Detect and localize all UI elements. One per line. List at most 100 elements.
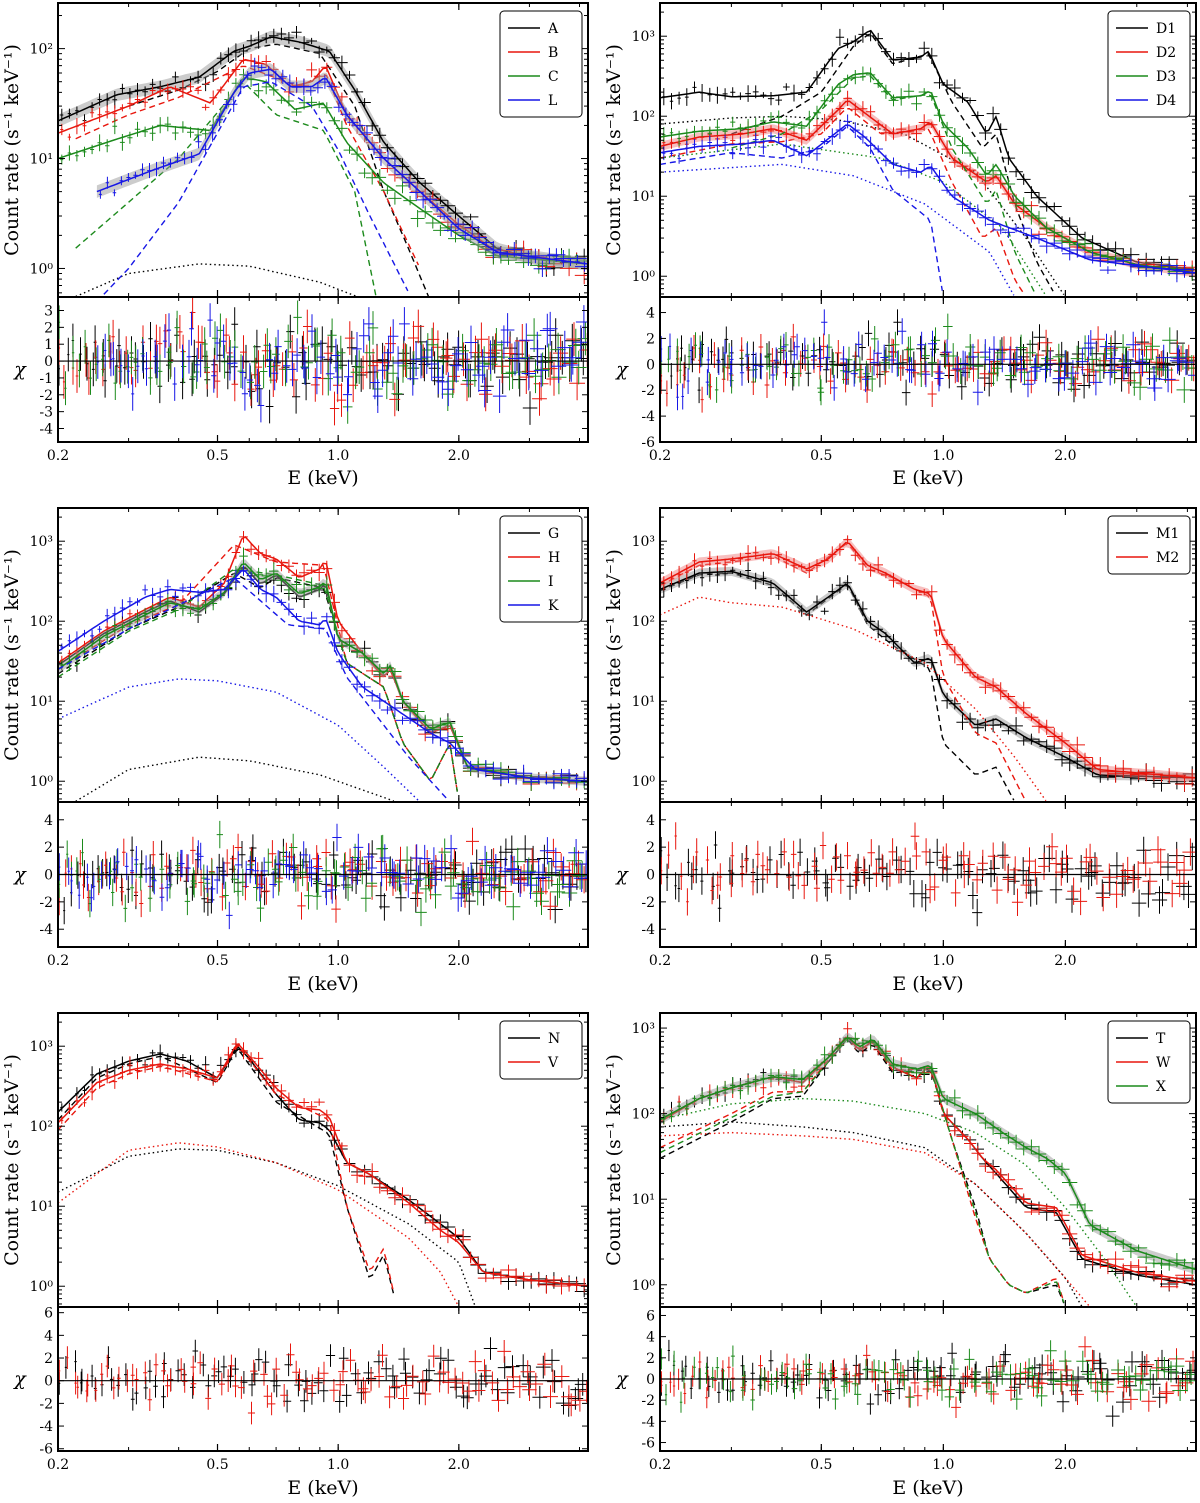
legend-entry-v: V (547, 1055, 559, 1071)
model-component-dotted-a (75, 263, 361, 297)
residual-y-tick-label: -2 (641, 1393, 655, 1409)
residuals-v (58, 1340, 588, 1425)
x-ticks (57, 3, 581, 442)
y-tick-label: 10¹ (632, 1192, 655, 1208)
x-tick-label: 0.5 (206, 448, 228, 464)
data-points-k (60, 565, 588, 790)
residual-y-ticks (660, 312, 1196, 443)
y-tick-label: 10³ (30, 534, 53, 550)
model-uncertainty-band (660, 538, 1196, 783)
legend-box (499, 10, 583, 118)
model-component-dashed-m1 (660, 572, 1015, 801)
series-m2 (660, 535, 1196, 802)
model-line-k (58, 569, 588, 782)
x-tick-label: 0.2 (649, 953, 671, 969)
y-axis-label: Count rate (s⁻¹ keV⁻¹) (1, 549, 23, 761)
series-d1 (660, 26, 1196, 295)
model-component-dashed-d1 (731, 32, 1054, 292)
model-component-dotted-w (660, 1131, 1090, 1307)
legend-entry-n: N (548, 1031, 560, 1047)
legend-box (1107, 1020, 1191, 1104)
y-tick-label: 10⁰ (30, 1279, 54, 1295)
x-tick-label: 0.5 (810, 1457, 832, 1473)
legend: D1 D2 D3 D4 (1107, 10, 1191, 118)
model-component-dotted-x (660, 1097, 1136, 1306)
residual-y-tick-label: 2 (646, 1351, 655, 1367)
spectrum-panel-2: 0.2 0.5 1.0 2.0 10⁰ 10¹ 10² 10³ -6 -4 -2 0 2 4 Count r… (603, 2, 1197, 489)
residual-y-tick-label: -4 (641, 922, 655, 938)
x-tick-label: 1.0 (327, 448, 349, 464)
spectrum-plot-area (660, 1022, 1196, 1307)
y-tick-label: 10³ (632, 1021, 655, 1037)
data-points-l (98, 57, 588, 277)
x-ticks (659, 3, 1188, 442)
model-component-dotted-n (58, 1148, 476, 1306)
legend-entry-x: X (1156, 1079, 1166, 1095)
legend-entry-m2: M2 (1156, 550, 1179, 566)
data-error-bars (662, 90, 1196, 276)
x-axis-label: E (keV) (287, 1477, 358, 1499)
x-tick-label: 2.0 (1054, 1457, 1076, 1473)
model-component-dashed-k (58, 577, 448, 799)
legend-entry-a: A (547, 21, 559, 37)
legend-entry-i: I (548, 574, 554, 590)
legend-entry-t: T (1156, 1031, 1166, 1047)
x-tick-label: 0.5 (810, 448, 832, 464)
y-ticks (58, 15, 588, 294)
residual-axis-label: χ (12, 1368, 27, 1390)
data-points-n (60, 1041, 588, 1298)
series-n (58, 1041, 588, 1306)
y-tick-label: 10¹ (632, 189, 655, 205)
series-x (660, 1032, 1196, 1306)
legend: TWX (1107, 1020, 1191, 1104)
legend-entry-g: G (548, 526, 559, 542)
model-component-dotted-m2 (660, 596, 1047, 802)
model-component-dotted-d3 (660, 143, 1047, 296)
model-component-dotted-g (75, 756, 394, 802)
y-tick-label: 10² (632, 109, 655, 125)
x-tick-label: 0.2 (649, 448, 671, 464)
residual-error-bars (660, 323, 1196, 413)
residual-axes-frame (57, 1306, 589, 1452)
data-error-bars (98, 57, 588, 277)
residual-plot-area (660, 1336, 1196, 1427)
residual-y-tick-label: -2 (641, 383, 655, 399)
residual-y-tick-label: -2 (39, 1396, 53, 1412)
residual-error-bars (58, 820, 588, 927)
residual-y-tick-label: 4 (646, 813, 655, 829)
y-axis-label: Count rate (s⁻¹ keV⁻¹) (1, 1054, 23, 1266)
y-tick-label: 10¹ (632, 694, 655, 710)
series-l (96, 57, 588, 297)
model-component-dashed-h (58, 544, 458, 792)
residual-axis-label: χ (12, 359, 27, 381)
residual-axis-label: χ (12, 864, 27, 886)
residual-y-ticks (660, 819, 1196, 930)
residual-y-tick-label: -2 (39, 895, 53, 911)
legend-entry-d4: D4 (1156, 93, 1176, 109)
data-error-bars (60, 565, 588, 790)
legend-entry-b: B (548, 45, 558, 61)
model-line-m1 (660, 570, 1196, 779)
residual-axes-frame (659, 296, 1197, 443)
model-line-m2 (660, 541, 1196, 779)
residual-error-bars (660, 1339, 1196, 1427)
x-tick-label: 1.0 (932, 1457, 954, 1473)
model-line-l (96, 68, 588, 265)
residuals-l (96, 303, 588, 423)
residual-y-tick-label: -4 (39, 422, 53, 438)
x-tick-label: 1.0 (327, 1457, 349, 1473)
spectrum-panel-4: 0.2 0.5 1.0 2.0 10⁰ 10¹ 10² 10³ -4 -2 0 2 4 Count rat… (603, 507, 1197, 995)
x-tick-label: 2.0 (1054, 448, 1076, 464)
y-tick-label: 10³ (632, 29, 655, 45)
x-tick-label: 1.0 (932, 448, 954, 464)
spectrum-panel-3: 0.2 0.5 1.0 2.0 10⁰ 10¹ 10² 10³ -4 -2 0 2 4 Count rat… (1, 507, 589, 995)
x-tick-label: 1.0 (327, 953, 349, 969)
legend-box (499, 515, 583, 623)
residual-y-tick-label: -1 (39, 371, 53, 387)
x-axis-label: E (keV) (892, 1477, 963, 1499)
spectrum-plot-area (58, 26, 588, 297)
y-tick-label: 10⁰ (632, 774, 656, 790)
residuals-x (660, 1340, 1196, 1413)
residual-y-tick-label: 3 (44, 303, 53, 319)
